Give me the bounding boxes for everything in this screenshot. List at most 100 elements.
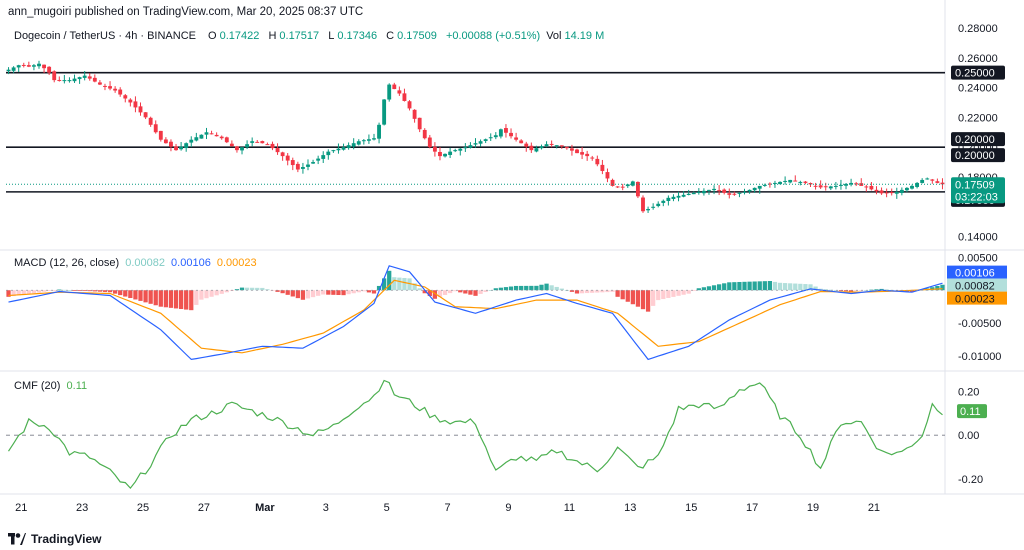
- candle: [453, 148, 458, 153]
- macd-hist-bar: [767, 281, 773, 291]
- candle-body: [600, 164, 605, 172]
- macd-hist-bar: [620, 290, 625, 300]
- time-tick-label: 9: [505, 502, 511, 514]
- time-tick-label: 3: [323, 502, 329, 514]
- macd-hist-bar: [747, 281, 752, 291]
- candle-body: [549, 143, 554, 145]
- candle-body: [498, 129, 503, 137]
- macd-hist-bar: [305, 290, 311, 299]
- candle-body: [290, 160, 295, 166]
- low-label: L: [328, 30, 335, 42]
- time-tick-label: 13: [624, 502, 636, 514]
- candle: [894, 187, 899, 199]
- candle: [509, 128, 513, 139]
- macd-hist-bar: [346, 290, 351, 295]
- cmf-tick-label: 0.20: [958, 386, 979, 398]
- candle: [889, 188, 894, 196]
- candle-body: [559, 145, 564, 147]
- candle: [209, 130, 214, 135]
- candle-body: [737, 192, 742, 194]
- volume-value: 14.19 M: [564, 30, 605, 42]
- candle: [737, 191, 742, 198]
- symbol-name[interactable]: Dogecoin / TetherUS · 4h · BINANCE: [14, 30, 196, 42]
- macd-hist-bar: [600, 290, 605, 293]
- candle-body: [671, 196, 676, 199]
- symbol-legend: Dogecoin / TetherUS · 4h · BINANCE O 0.17…: [14, 30, 610, 42]
- candle-body: [874, 189, 879, 192]
- candle: [148, 116, 153, 127]
- macd-hist-bar: [793, 283, 798, 291]
- candle-body: [463, 147, 468, 149]
- macd-hist-bar: [219, 290, 224, 294]
- macd-hist-bar: [524, 285, 529, 291]
- macd-hist-bar: [782, 283, 788, 291]
- candle: [595, 155, 600, 167]
- candle: [925, 177, 930, 180]
- price-tick-label: 0.14000: [958, 232, 998, 244]
- macd-hist-bar: [798, 283, 803, 291]
- macd-hist-bar: [356, 290, 361, 293]
- open-label: O: [208, 30, 217, 42]
- candle: [828, 185, 833, 191]
- macd-hist-bar: [447, 290, 453, 294]
- macd-value-label: 0.00023: [955, 294, 995, 306]
- candle: [189, 136, 194, 148]
- macd-hist-bar: [371, 290, 377, 294]
- candle-body: [788, 179, 793, 183]
- macd-hist-bar: [935, 285, 940, 291]
- macd-hist-bar: [483, 290, 488, 293]
- candle: [793, 175, 798, 182]
- candle: [372, 133, 376, 141]
- macd-hist-bar: [777, 282, 783, 291]
- candle: [869, 181, 874, 191]
- macd-hist-bar: [417, 288, 422, 291]
- candle: [422, 128, 427, 140]
- macd-title[interactable]: MACD (12, 26, close): [14, 257, 120, 269]
- candle-body: [184, 143, 189, 149]
- macd-hist-bar: [605, 290, 610, 293]
- cmf-title[interactable]: CMF (20): [14, 380, 61, 392]
- macd-hist-bar: [559, 288, 564, 291]
- macd-hist-bar: [173, 290, 179, 309]
- candle-body: [676, 195, 681, 198]
- candle: [696, 188, 701, 195]
- candle-body: [11, 67, 16, 71]
- candle: [864, 184, 869, 192]
- macd-hist-bar: [757, 281, 762, 291]
- macd-hist-bar: [422, 290, 427, 294]
- candle-body: [128, 99, 133, 103]
- candle: [564, 146, 569, 150]
- close-label: C: [386, 30, 395, 42]
- macd-hist-bar: [199, 290, 204, 300]
- candle-body: [869, 185, 874, 190]
- candle-body: [732, 193, 737, 195]
- macd-hist-bar: [808, 284, 813, 291]
- time-tick-label: 25: [137, 502, 149, 514]
- candle: [620, 183, 625, 191]
- macd-hist-bar: [630, 290, 635, 305]
- tradingview-brand: TradingView: [31, 532, 102, 546]
- macd-hist-bar: [854, 290, 859, 292]
- candle: [879, 187, 884, 195]
- candle-body: [757, 185, 762, 189]
- chart-canvas[interactable]: 0.280000.260000.240000.220000.200000.180…: [0, 0, 1024, 520]
- candle-body: [87, 76, 92, 79]
- macd-hist-bar: [508, 286, 514, 291]
- candle-body: [270, 143, 275, 149]
- macd-hist-bar: [112, 290, 118, 294]
- macd-hist-bar: [671, 290, 676, 297]
- candle-body: [686, 193, 691, 195]
- candle: [762, 183, 767, 187]
- macd-hist-bar: [204, 290, 209, 299]
- candle-body: [610, 179, 615, 186]
- candle: [179, 141, 184, 151]
- macd-hist-bar: [727, 282, 732, 291]
- candle: [854, 181, 859, 187]
- candle-body: [580, 152, 585, 155]
- candle-body: [899, 189, 904, 194]
- candle: [630, 180, 635, 187]
- candle: [331, 149, 336, 153]
- macd-hist-bar: [31, 290, 37, 294]
- candle: [280, 151, 285, 161]
- candle-body: [235, 146, 239, 151]
